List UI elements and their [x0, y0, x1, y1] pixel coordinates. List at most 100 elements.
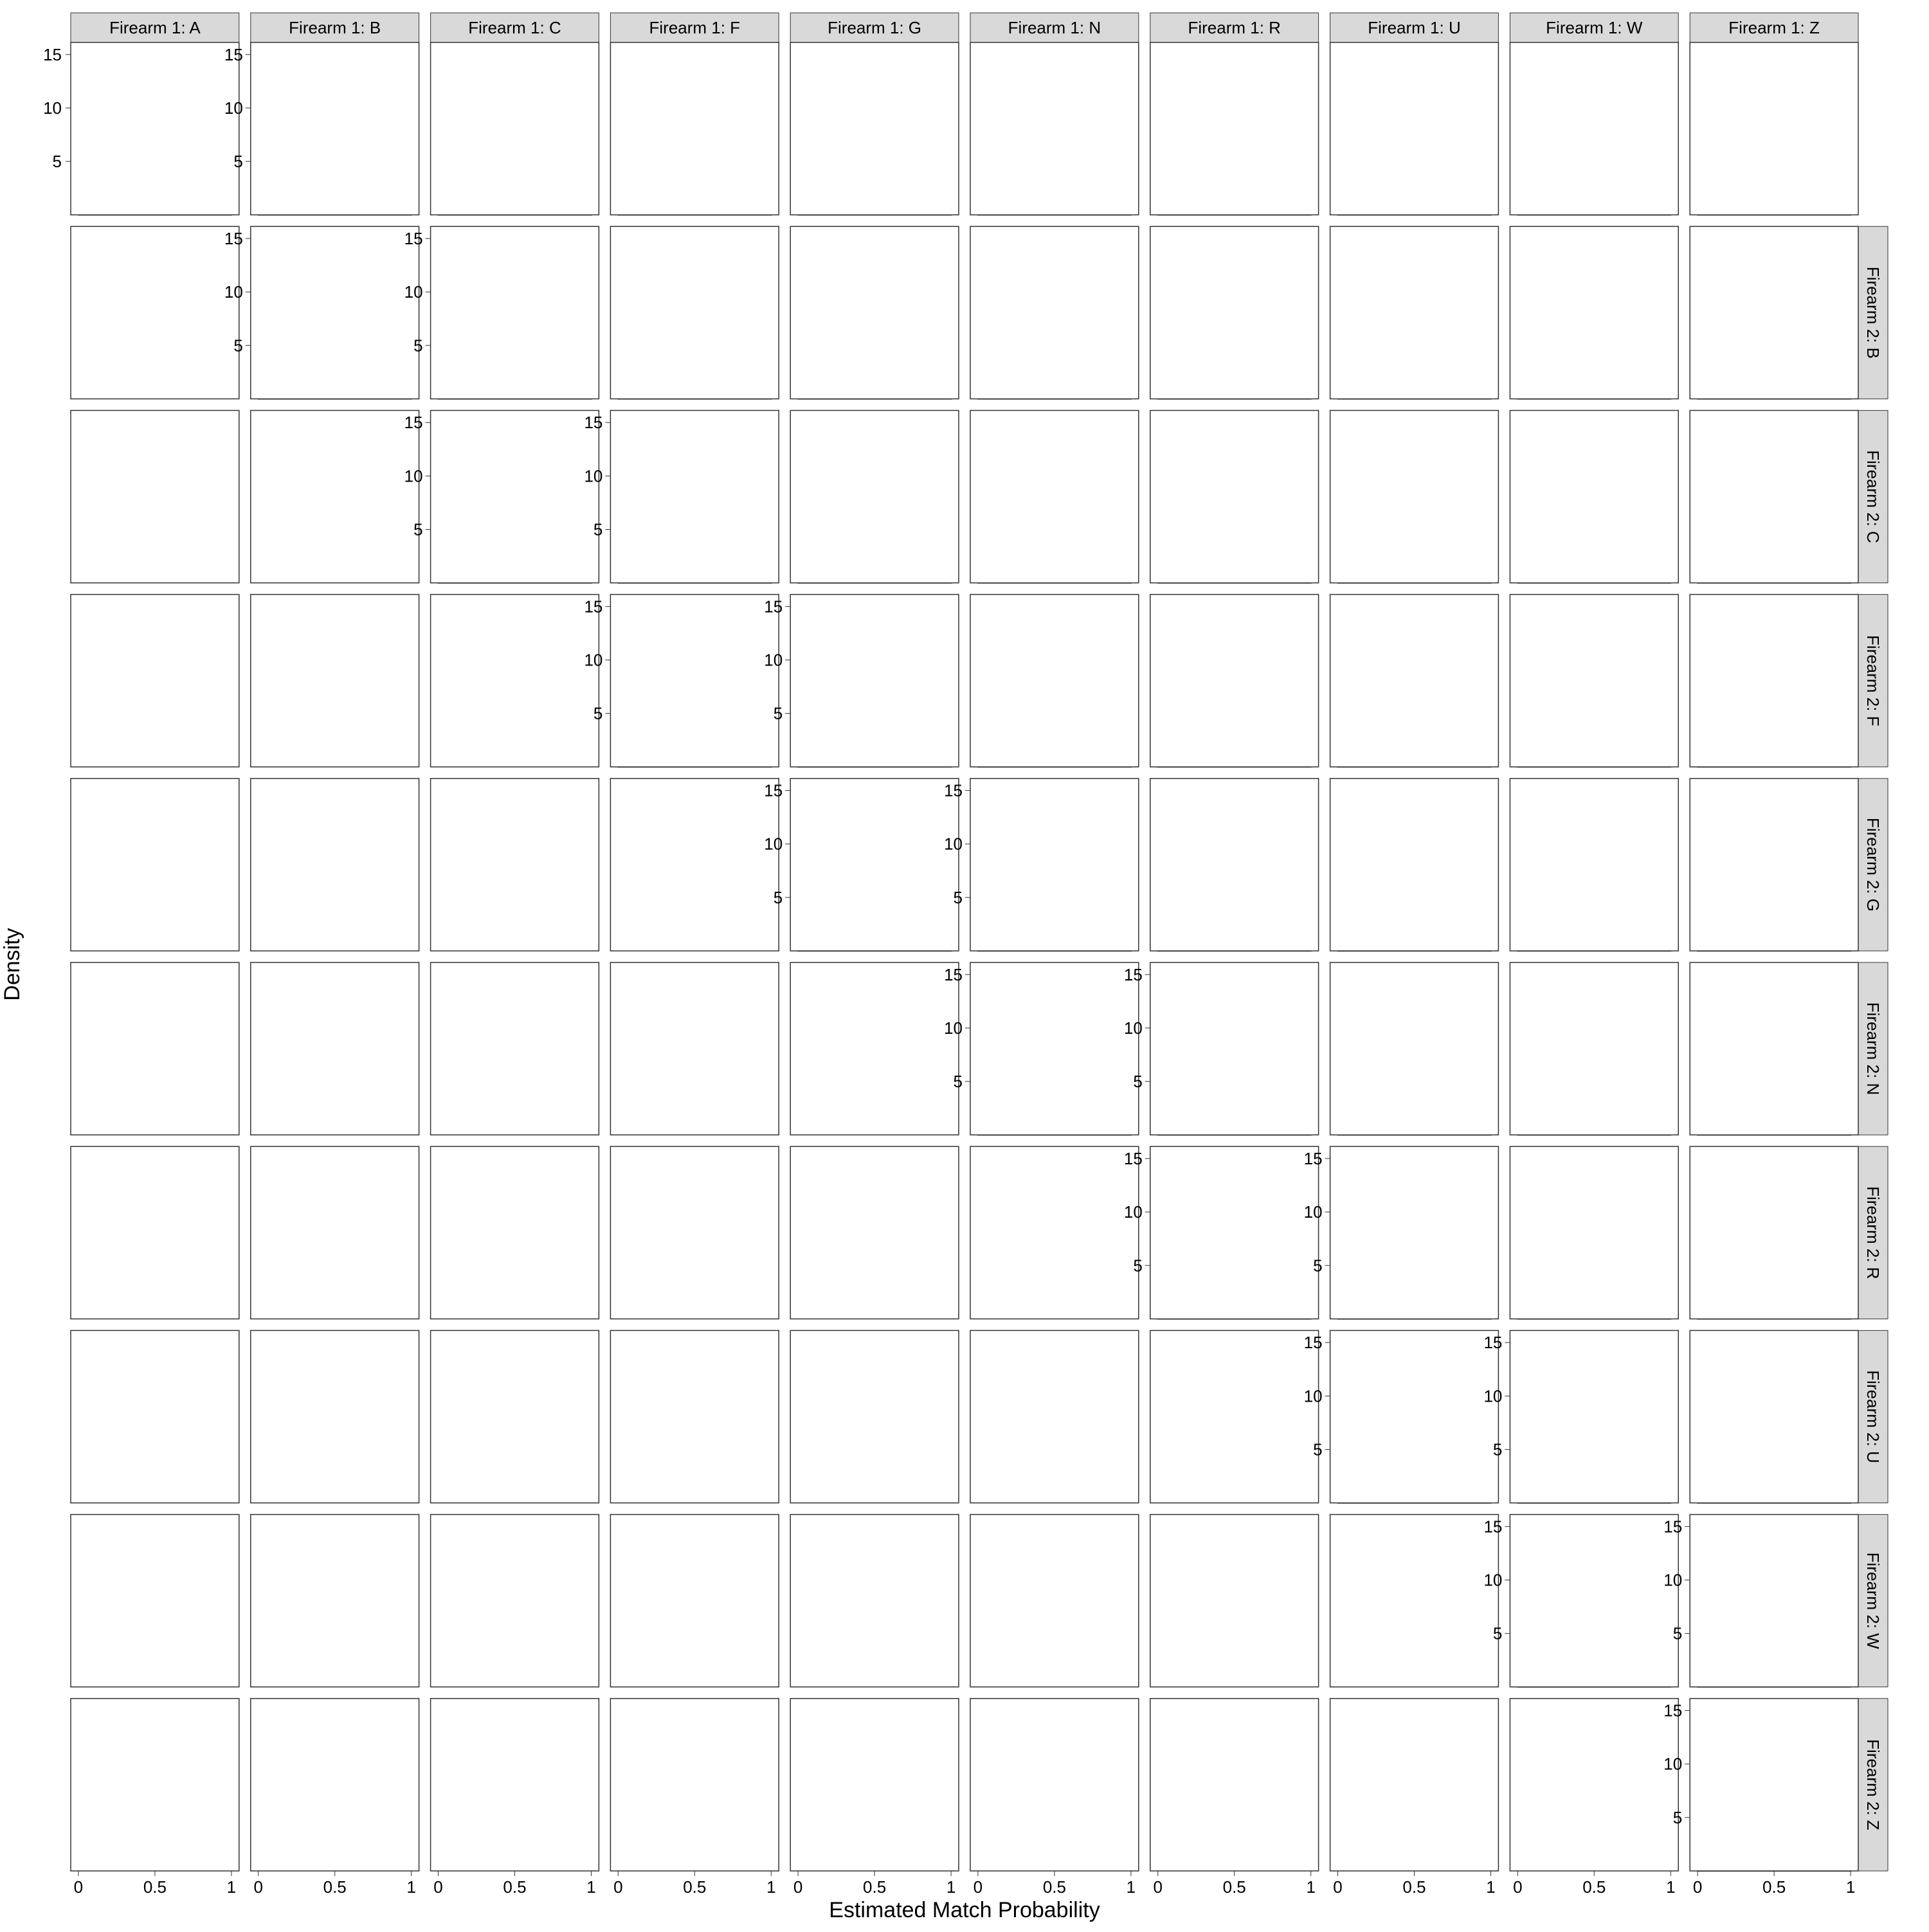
row-strip-label: Firearm 2: U [1863, 1370, 1883, 1463]
y-tick-label: 5 [1493, 1440, 1502, 1459]
panel-border [251, 962, 419, 1135]
x-tick-label: 0.5 [1043, 1877, 1066, 1897]
y-tick-label: 15 [43, 45, 62, 64]
panel: 00.51 [251, 1699, 419, 1897]
y-tick-label: 10 [944, 835, 963, 854]
panel [1150, 226, 1319, 399]
panel [1690, 1146, 1858, 1319]
panel-border [251, 1515, 419, 1687]
panel: 51015 [404, 410, 599, 582]
y-tick-label: 5 [233, 336, 242, 355]
panel-border [431, 1146, 599, 1319]
panel-border [1150, 410, 1319, 582]
panel-border [610, 595, 779, 767]
panel-border [431, 42, 599, 215]
row-strip-label: Firearm 2: Z [1863, 1739, 1883, 1830]
y-tick-label: 5 [1313, 1440, 1322, 1459]
panel-border [1510, 962, 1678, 1135]
y-tick-label: 15 [404, 229, 423, 248]
panel-border [1690, 595, 1858, 767]
panel: 51015 [224, 226, 419, 399]
y-tick-label: 10 [944, 1018, 963, 1038]
panel [251, 1330, 419, 1503]
panel: 00.51 [610, 1699, 779, 1897]
col-strip-label: Firearm 1: B [289, 18, 381, 37]
panel-border [251, 410, 419, 582]
y-tick-label: 15 [1663, 1701, 1682, 1720]
panel-border [1330, 1515, 1499, 1687]
x-tick-label: 1 [1306, 1877, 1315, 1897]
panel-border [1510, 1330, 1678, 1503]
y-tick-label: 5 [593, 519, 602, 539]
panel [1690, 1330, 1858, 1503]
panel-border [1330, 42, 1499, 215]
panel-border [610, 1146, 779, 1319]
panel: 51015 [944, 962, 1139, 1135]
panel-border [1690, 1146, 1858, 1319]
panel [610, 226, 779, 399]
y-tick-label: 15 [584, 413, 602, 432]
panel-border [1690, 226, 1858, 399]
panel-border [71, 1515, 239, 1687]
panel-border [1150, 1515, 1319, 1687]
x-tick-label: 0 [1693, 1877, 1702, 1897]
panel-border [1690, 1699, 1858, 1871]
panel-border [610, 226, 779, 399]
panel-border [970, 410, 1139, 582]
panel-border [790, 595, 959, 767]
panel [790, 1330, 959, 1503]
panel [970, 226, 1139, 399]
y-tick-label: 15 [1483, 1333, 1502, 1352]
y-tick-label: 15 [764, 597, 783, 616]
panel-border [431, 779, 599, 951]
panel: 00.51 [71, 1699, 239, 1897]
panel-border [1690, 779, 1858, 951]
x-tick-label: 0 [74, 1877, 83, 1897]
panel: 00.51 [431, 1699, 599, 1897]
panel [970, 410, 1139, 582]
x-tick-label: 0 [613, 1877, 622, 1897]
x-tick-label: 0.5 [503, 1877, 526, 1897]
y-tick-label: 10 [224, 98, 243, 118]
y-tick-label: 5 [1313, 1256, 1322, 1275]
panel [1510, 1146, 1678, 1319]
y-tick-label: 5 [593, 704, 602, 723]
panel-border [251, 226, 419, 399]
panel-border [970, 1699, 1139, 1871]
panel: 00.51 [970, 1699, 1139, 1897]
panel: 00.51 [790, 1699, 959, 1897]
panel [1690, 226, 1858, 399]
panel [610, 779, 779, 951]
panel: 51015 [764, 595, 959, 767]
panel [1690, 42, 1858, 215]
panel-border [1330, 1146, 1499, 1319]
panel-border [790, 779, 959, 951]
y-tick-label: 15 [1304, 1149, 1323, 1168]
panel-border [1330, 595, 1499, 767]
panel-border [790, 1699, 959, 1871]
panel-border [251, 595, 419, 767]
panel: 00.51 [1150, 1699, 1319, 1897]
panel: 51015 [43, 42, 239, 215]
panel [1330, 779, 1499, 951]
row-strip-label: Firearm 2: G [1863, 818, 1883, 912]
panel-border [1330, 226, 1499, 399]
col-strip-label: Firearm 1: F [649, 18, 741, 37]
panel: 51015 [1663, 1515, 1858, 1687]
y-axis-title: Density [0, 928, 24, 1000]
panel: 51015 [584, 595, 779, 767]
x-tick-label: 1 [1486, 1877, 1495, 1897]
facet-grid-figure: Firearm 1: AFirearm 1: BFirearm 1: CFire… [0, 0, 1929, 1929]
panel: 51015 [1483, 1515, 1678, 1687]
x-tick-label: 1 [586, 1877, 595, 1897]
panel-border [970, 1515, 1139, 1687]
y-tick-label: 10 [1483, 1571, 1502, 1590]
panel-border [1510, 410, 1678, 582]
panel [71, 410, 239, 582]
panel [431, 595, 599, 767]
panel [1510, 595, 1678, 767]
y-tick-label: 10 [764, 651, 783, 670]
y-tick-label: 15 [1304, 1333, 1323, 1352]
y-tick-label: 5 [53, 152, 62, 171]
panel-border [610, 1330, 779, 1503]
